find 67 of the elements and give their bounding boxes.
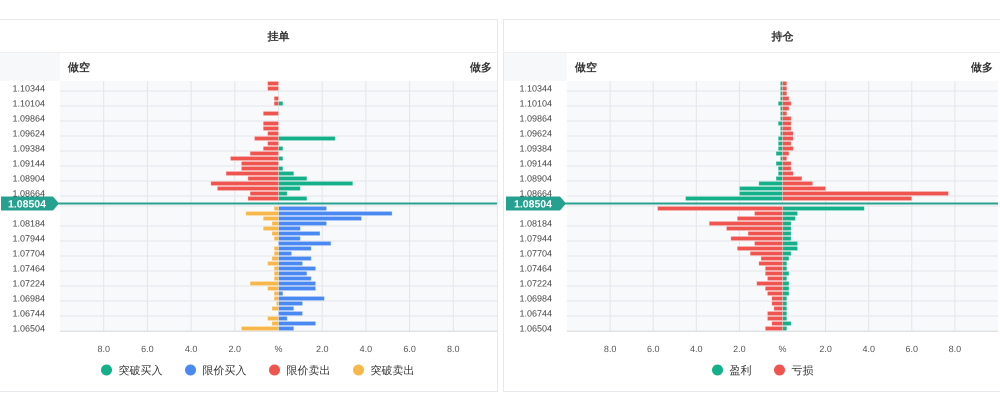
text: 做多 [970,61,993,74]
x-tick-label: 6.0 [906,344,918,354]
y-tick-label: 1.07464 [12,264,45,274]
bar [262,111,279,116]
x-tick-label: 2.0 [228,344,242,354]
x-tick-label: 4.0 [360,344,372,354]
y-tick-label: 1.06984 [12,294,45,304]
y-tick-label: 1.07704 [12,248,45,259]
y-tick-label: 1.06984 [519,294,552,304]
x-tick-label: 8.0 [447,344,460,354]
y-tick-label: 1.09624 [519,128,552,139]
x-tick-label: 8.0 [604,344,616,354]
x-tick-label: % [274,344,283,354]
text: 做空 [67,61,90,74]
y-tick-label: 1.07224 [12,278,45,289]
y-tick-label: 1.07704 [519,248,552,259]
y-tick-label: 1.06504 [12,324,45,334]
y-tick-label: 1.08504 [514,198,552,210]
y-tick-label: 1.08504 [8,198,46,210]
chart-title: 挂单 [266,30,290,43]
legend-label: 限价买入 [202,364,246,377]
y-tick-label: 1.09384 [519,144,552,154]
text: 做多 [469,61,492,74]
text: 做空 [574,61,597,74]
y-tick-label: 1.07464 [519,264,552,274]
y-tick-label: 1.06504 [519,324,552,334]
x-tick-label: 2.0 [733,344,746,354]
chart-title: 持仓 [770,30,794,43]
x-tick-label: 4.0 [862,344,875,354]
x-tick-label: 2.0 [819,344,832,354]
x-tick-label: 6.0 [403,344,416,354]
y-tick-label: 1.09384 [12,144,45,154]
y-tick-label: 1.08664 [519,188,552,199]
y-tick-label: 1.06744 [12,308,45,319]
y-tick-label: 1.09144 [12,158,45,169]
y-tick-label: 1.07224 [519,278,552,289]
x-tick-label: % [778,344,787,354]
y-tick-label: 1.10104 [519,98,552,109]
legend-label: 突破卖出 [370,364,414,377]
y-tick-label: 1.08184 [519,218,552,229]
y-tick-label: 1.10104 [12,98,45,109]
y-tick-label: 1.10344 [519,84,552,94]
y-tick-label: 1.09624 [12,128,45,139]
ref-line-label: 1.08504 [1,196,59,210]
y-tick-label: 1.07944 [519,234,552,244]
legend-label: 亏损 [792,365,814,377]
x-tick-label: 8.0 [948,344,962,354]
y-tick-label: 1.07944 [12,234,45,244]
x-tick-label: 8.0 [97,344,110,354]
legend-label: 突破买入 [118,364,162,377]
y-tick-label: 1.10344 [12,84,45,94]
x-tick-label: 2.0 [316,344,328,354]
y-tick-label: 1.06744 [519,308,552,319]
y-tick-label: 1.09144 [519,158,552,169]
ref-line-label: 1.08504 [506,196,566,210]
x-tick-label: 4.0 [184,344,198,354]
y-tick-label: 1.08904 [12,174,45,184]
x-tick-label: 4.0 [690,344,703,354]
y-tick-label: 1.09864 [12,114,45,124]
legend-label: 限价卖出 [286,364,330,377]
y-tick-label: 1.08904 [519,174,552,184]
y-tick-label: 1.08664 [12,188,45,199]
x-tick-label: 6.0 [141,344,154,354]
legend-label: 盈利 [730,364,752,377]
y-tick-label: 1.09864 [519,114,552,124]
x-tick-label: 6.0 [646,344,660,354]
y-tick-label: 1.08184 [12,218,45,229]
